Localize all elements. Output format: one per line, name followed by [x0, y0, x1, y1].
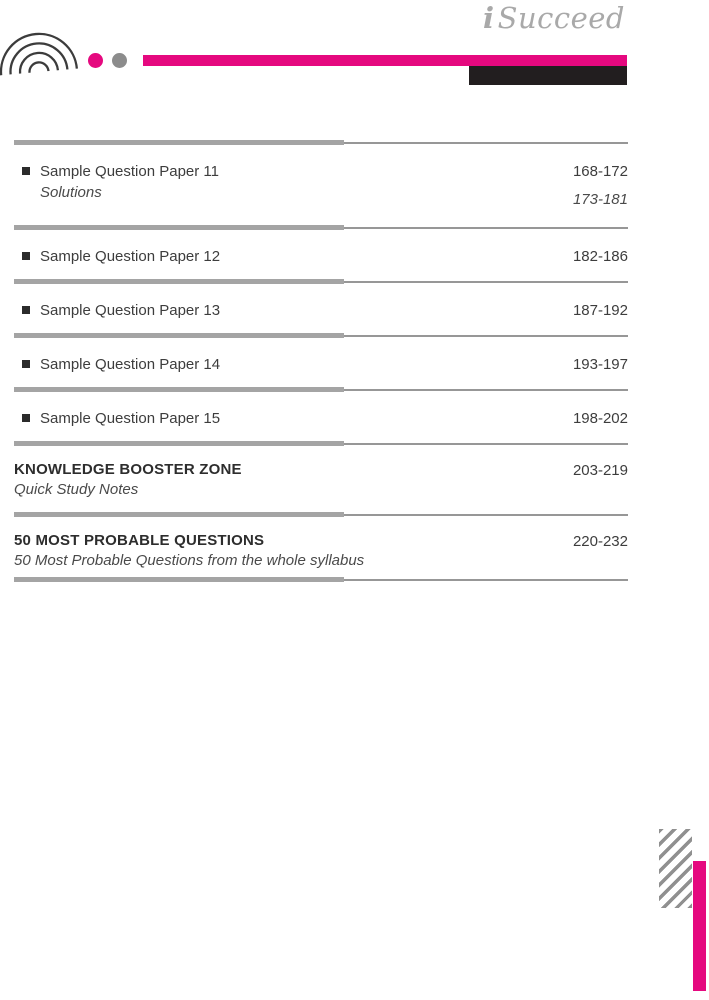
toc-entry-sqp-13: Sample Question Paper 13 187-192	[14, 284, 628, 333]
entry-title-text: Sample Question Paper 14	[40, 356, 221, 373]
divider	[14, 441, 628, 446]
entry-subtitle: 50 Most Probable Questions from the whol…	[14, 552, 365, 569]
divider	[14, 577, 628, 582]
square-bullet-icon	[22, 414, 30, 422]
table-of-contents: Sample Question Paper 11 Solutions 168-1…	[14, 140, 628, 582]
entry-title-text: Sample Question Paper 15	[40, 410, 221, 427]
entry-subtitle: Quick Study Notes	[14, 481, 139, 498]
entry-pages: 168-172	[572, 163, 628, 180]
divider	[14, 387, 628, 392]
entry-title-text: Sample Question Paper 11	[40, 163, 219, 180]
entry-pages: 187-192	[572, 302, 628, 319]
divider	[14, 279, 628, 284]
divider	[14, 333, 628, 338]
entry-title: Sample Question Paper 11	[14, 161, 563, 182]
square-bullet-icon	[22, 360, 30, 368]
entry-pages: 220-232	[572, 533, 628, 550]
toc-entry-knowledge-booster-zone: KNOWLEDGE BOOSTER ZONE Quick Study Notes…	[14, 446, 628, 512]
pink-dot-icon	[88, 53, 103, 68]
entry-title: Sample Question Paper 15	[14, 408, 563, 429]
brand-logo-name: Succeed	[497, 1, 625, 35]
entry-title: 50 MOST PROBABLE QUESTIONS	[14, 532, 265, 549]
entry-title: Sample Question Paper 13	[14, 300, 563, 321]
entry-subtitle-pages: 173-181	[572, 191, 628, 208]
concentric-arcs-logo-icon	[0, 32, 78, 76]
diagonal-hatch-decoration	[659, 829, 692, 908]
entry-title-text: Sample Question Paper 12	[40, 248, 221, 265]
entry-title-text: Sample Question Paper 13	[40, 302, 221, 319]
entry-pages: 193-197	[572, 356, 628, 373]
header-black-bar	[469, 66, 627, 85]
toc-entry-50-most-probable-questions: 50 MOST PROBABLE QUESTIONS 50 Most Proba…	[14, 517, 628, 577]
entry-pages: 203-219	[572, 462, 628, 479]
toc-entry-sqp-12: Sample Question Paper 12 182-186	[14, 230, 628, 279]
gray-dot-icon	[112, 53, 127, 68]
toc-entry-sqp-11: Sample Question Paper 11 Solutions 168-1…	[14, 145, 628, 225]
square-bullet-icon	[22, 306, 30, 314]
square-bullet-icon	[22, 167, 30, 175]
toc-entry-sqp-15: Sample Question Paper 15 198-202	[14, 392, 628, 441]
square-bullet-icon	[22, 252, 30, 260]
toc-entry-sqp-14: Sample Question Paper 14 193-197	[14, 338, 628, 387]
brand-logo: i Succeed	[483, 0, 625, 36]
divider	[14, 512, 628, 517]
divider	[14, 140, 628, 145]
brand-logo-i: i	[483, 1, 495, 35]
divider	[14, 225, 628, 230]
entry-title: KNOWLEDGE BOOSTER ZONE	[14, 461, 242, 478]
entry-title: Sample Question Paper 14	[14, 354, 563, 375]
header-pink-bar	[143, 55, 627, 66]
entry-title: Sample Question Paper 12	[14, 246, 563, 267]
entry-pages: 182-186	[572, 248, 628, 265]
entry-pages: 198-202	[572, 410, 628, 427]
pink-vertical-bar-decoration	[693, 861, 706, 991]
entry-subtitle: Solutions	[40, 184, 102, 201]
